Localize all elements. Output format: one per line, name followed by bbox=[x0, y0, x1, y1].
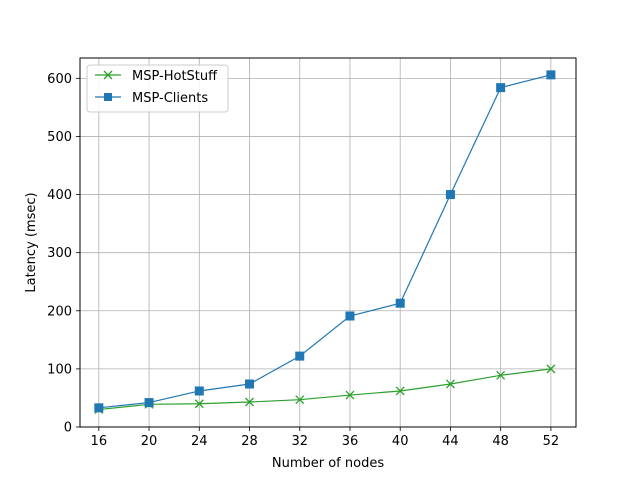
legend-box bbox=[86, 64, 229, 113]
y-tick-label: 600 bbox=[47, 72, 72, 87]
series-line-msp-hotstuff bbox=[98, 368, 551, 411]
series-layer bbox=[94, 70, 556, 415]
x-tick-label: 44 bbox=[442, 434, 459, 449]
y-tick-label: 400 bbox=[47, 188, 72, 203]
y-tick-label: 500 bbox=[47, 130, 72, 145]
legend: MSP-HotStuff MSP-Clients bbox=[86, 64, 229, 113]
legend-marker-x-icon bbox=[103, 70, 113, 80]
x-axis-label: Number of nodes bbox=[272, 456, 384, 471]
x-tick-label: 52 bbox=[543, 434, 560, 449]
data-point-msp-hotstuff bbox=[445, 379, 455, 389]
y-axis: 0 100 200 300 400 500 600 bbox=[47, 72, 80, 436]
legend-marker-square-icon bbox=[104, 93, 112, 101]
series-line-msp-clients bbox=[98, 74, 552, 409]
y-axis-label: Latency (msec) bbox=[24, 192, 39, 292]
data-point-msp-clients bbox=[395, 298, 405, 308]
data-point-msp-clients bbox=[144, 398, 154, 408]
data-point-msp-hotstuff bbox=[546, 364, 556, 374]
data-point-msp-clients bbox=[445, 190, 455, 200]
legend-item-msp-clients: MSP-Clients bbox=[95, 91, 208, 106]
x-tick-label: 32 bbox=[291, 434, 308, 449]
data-point-msp-hotstuff bbox=[194, 399, 204, 409]
data-point-msp-clients bbox=[345, 311, 355, 321]
legend-label-msp-hotstuff: MSP-HotStuff bbox=[132, 69, 218, 84]
x-tick-label: 40 bbox=[392, 434, 409, 449]
x-tick-label: 16 bbox=[91, 434, 108, 449]
x-tick-label: 20 bbox=[141, 434, 158, 449]
x-tick-label: 28 bbox=[241, 434, 258, 449]
grid bbox=[80, 58, 576, 428]
data-point-msp-hotstuff bbox=[395, 386, 405, 396]
data-point-msp-clients bbox=[194, 386, 204, 396]
plot-frame bbox=[79, 57, 577, 428]
data-point-msp-clients bbox=[94, 403, 104, 413]
legend-label-msp-clients: MSP-Clients bbox=[132, 91, 208, 106]
x-tick-label: 24 bbox=[191, 434, 208, 449]
y-tick-label: 300 bbox=[47, 246, 72, 261]
data-point-msp-hotstuff bbox=[245, 397, 254, 407]
data-point-msp-hotstuff bbox=[496, 370, 506, 380]
data-point-msp-hotstuff bbox=[295, 395, 305, 405]
y-tick-label: 0 bbox=[64, 421, 72, 436]
y-tick-label: 200 bbox=[47, 304, 72, 319]
data-point-msp-clients bbox=[295, 351, 305, 361]
legend-item-msp-hotstuff: MSP-HotStuff bbox=[95, 69, 218, 84]
data-point-msp-clients bbox=[245, 379, 255, 389]
data-point-msp-clients bbox=[496, 83, 506, 93]
x-axis: 16 20 24 28 32 36 40 44 48 52 bbox=[91, 427, 560, 449]
y-tick-label: 100 bbox=[47, 362, 72, 377]
x-tick-label: 36 bbox=[342, 434, 359, 449]
x-tick-label: 48 bbox=[492, 434, 509, 449]
data-point-msp-hotstuff bbox=[345, 390, 355, 400]
data-point-msp-clients bbox=[546, 70, 556, 80]
